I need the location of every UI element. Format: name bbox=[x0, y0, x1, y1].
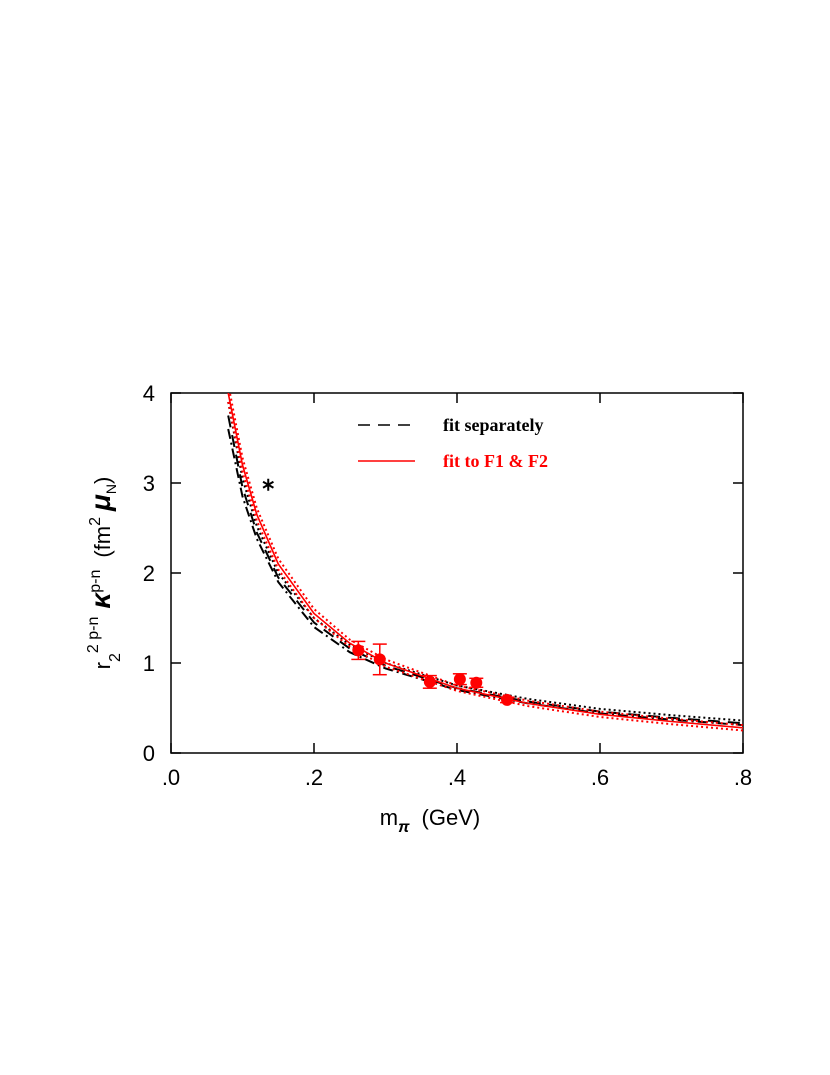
x-tick-label: .8 bbox=[734, 765, 752, 790]
fit-curve bbox=[228, 393, 743, 727]
x-tick-label: .0 bbox=[162, 765, 180, 790]
x-axis-label: mπ (GeV) bbox=[380, 805, 480, 836]
data-point bbox=[423, 675, 436, 688]
data-point bbox=[453, 673, 466, 686]
x-tick-label: .6 bbox=[591, 765, 609, 790]
legend-label: fit separately bbox=[443, 415, 543, 435]
star-marker bbox=[262, 478, 274, 491]
x-tick-label: .4 bbox=[448, 765, 466, 790]
y-axis-label: r22 p-nκp-n(fm2μN) bbox=[85, 477, 124, 670]
data-point bbox=[501, 693, 514, 706]
legend-label: fit to F1 & F2 bbox=[443, 451, 548, 471]
fit-curve bbox=[227, 428, 743, 727]
x-tick-label: .2 bbox=[305, 765, 323, 790]
plot-area bbox=[227, 393, 743, 732]
plot-frame bbox=[170, 392, 744, 754]
fit-curve bbox=[227, 393, 743, 729]
data-point bbox=[373, 653, 386, 666]
data-point bbox=[470, 676, 483, 689]
y-tick-label: 0 bbox=[143, 741, 155, 766]
data-point bbox=[352, 644, 365, 657]
y-tick-label: 1 bbox=[143, 651, 155, 676]
fit-curve bbox=[227, 401, 743, 732]
fit-curve bbox=[227, 401, 743, 722]
y-tick-label: 3 bbox=[143, 471, 155, 496]
y-tick-label: 4 bbox=[143, 381, 155, 406]
y-tick-label: 2 bbox=[143, 561, 155, 586]
